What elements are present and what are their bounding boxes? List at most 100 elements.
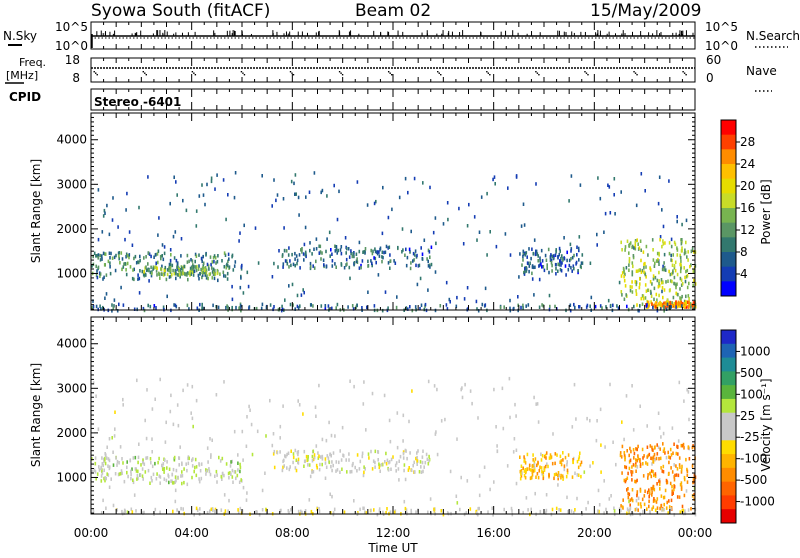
echo-cell [427, 510, 429, 515]
echo-cell [418, 263, 421, 268]
echo-cell [364, 251, 366, 255]
echo-cell [625, 465, 628, 470]
echo-cell [230, 460, 232, 464]
echo-cell [578, 258, 580, 262]
nave-dot [341, 74, 344, 76]
echo-cell [649, 289, 652, 294]
echo-cell [631, 478, 633, 482]
echo-cell [658, 262, 660, 266]
colorbar-swatch [721, 385, 736, 400]
echo-cell [623, 451, 626, 455]
echo-cell [95, 477, 97, 481]
echo-cell [371, 251, 374, 256]
echo-cell [677, 292, 679, 297]
echo-cell [545, 508, 548, 513]
colorbar-swatch [721, 481, 736, 496]
echo-cell [345, 263, 347, 267]
echo-cell [340, 458, 343, 462]
echo-cell [310, 303, 312, 307]
echo-cell [210, 179, 213, 184]
echo-cell [326, 454, 329, 458]
echo-cell [557, 262, 559, 266]
echo-cell [624, 284, 627, 288]
echo-cell [662, 431, 665, 436]
echo-cell [632, 428, 635, 432]
echo-cell [233, 264, 236, 268]
echo-cell [639, 404, 641, 408]
echo-cell [294, 466, 297, 470]
echo-cell [318, 251, 321, 255]
echo-cell [131, 510, 134, 514]
echo-cell [634, 280, 637, 284]
echo-cell [520, 305, 522, 310]
echo-cell [476, 238, 478, 242]
echo-cell [673, 240, 676, 245]
echo-cell [180, 271, 183, 275]
echo-cell [456, 437, 458, 441]
echo-cell [294, 263, 296, 268]
echo-cell [407, 307, 409, 311]
echo-cell [551, 269, 553, 273]
echo-cell [190, 411, 192, 415]
echo-cell [223, 251, 226, 255]
echo-cell [517, 295, 519, 299]
echo-cell [231, 253, 234, 258]
echo-cell [669, 279, 672, 283]
echo-cell [567, 268, 570, 272]
echo-cell [634, 244, 637, 248]
echo-cell [448, 297, 451, 302]
echo-cell [108, 485, 111, 489]
echo-cell [315, 259, 317, 264]
echo-cell [319, 244, 322, 249]
echo-cell [536, 252, 539, 256]
echo-cell [637, 444, 639, 449]
echo-cell [412, 259, 414, 263]
echo-cell [216, 268, 219, 273]
x-tick-label: 04:00 [174, 526, 209, 540]
echo-cell [427, 379, 430, 384]
echo-cell [555, 267, 557, 271]
echo-cell [599, 407, 602, 412]
x-tick-label: 16:00 [476, 526, 511, 540]
echo-cell [257, 261, 260, 265]
echo-cell [182, 268, 184, 273]
echo-cell [542, 265, 545, 269]
echo-cell [554, 304, 556, 309]
echo-cell [124, 262, 126, 266]
echo-cell [647, 476, 649, 480]
echo-cell [635, 203, 638, 208]
echo-cell [569, 242, 572, 247]
echo-cell [103, 468, 105, 472]
echo-cell [647, 453, 649, 458]
echo-cell [649, 268, 652, 272]
echo-cell [154, 461, 156, 466]
echo-cell [181, 481, 183, 486]
echo-cell [551, 461, 554, 466]
echo-cell [103, 275, 105, 280]
echo-cell [234, 470, 237, 474]
echo-cell [143, 256, 145, 260]
echo-cell [336, 217, 339, 222]
echo-cell [234, 260, 237, 264]
echo-cell [328, 460, 331, 465]
echo-cell [644, 189, 646, 193]
echo-cell [640, 270, 643, 274]
echo-cell [318, 467, 321, 472]
echo-cell [242, 291, 245, 295]
echo-cell [656, 452, 659, 456]
echo-cell [97, 237, 100, 242]
echo-cell [461, 395, 464, 400]
echo-cell [484, 303, 487, 307]
echo-cell [421, 455, 424, 459]
echo-cell [635, 458, 637, 462]
echo-cell [677, 302, 680, 307]
echo-cell [550, 512, 553, 517]
echo-cell [658, 175, 661, 179]
echo-cell [334, 249, 337, 253]
echo-cell [107, 457, 110, 461]
echo-cell [638, 285, 641, 290]
echo-cell [670, 305, 672, 309]
echo-cell [132, 480, 135, 485]
echo-cell [206, 446, 209, 450]
echo-cell [684, 275, 686, 280]
